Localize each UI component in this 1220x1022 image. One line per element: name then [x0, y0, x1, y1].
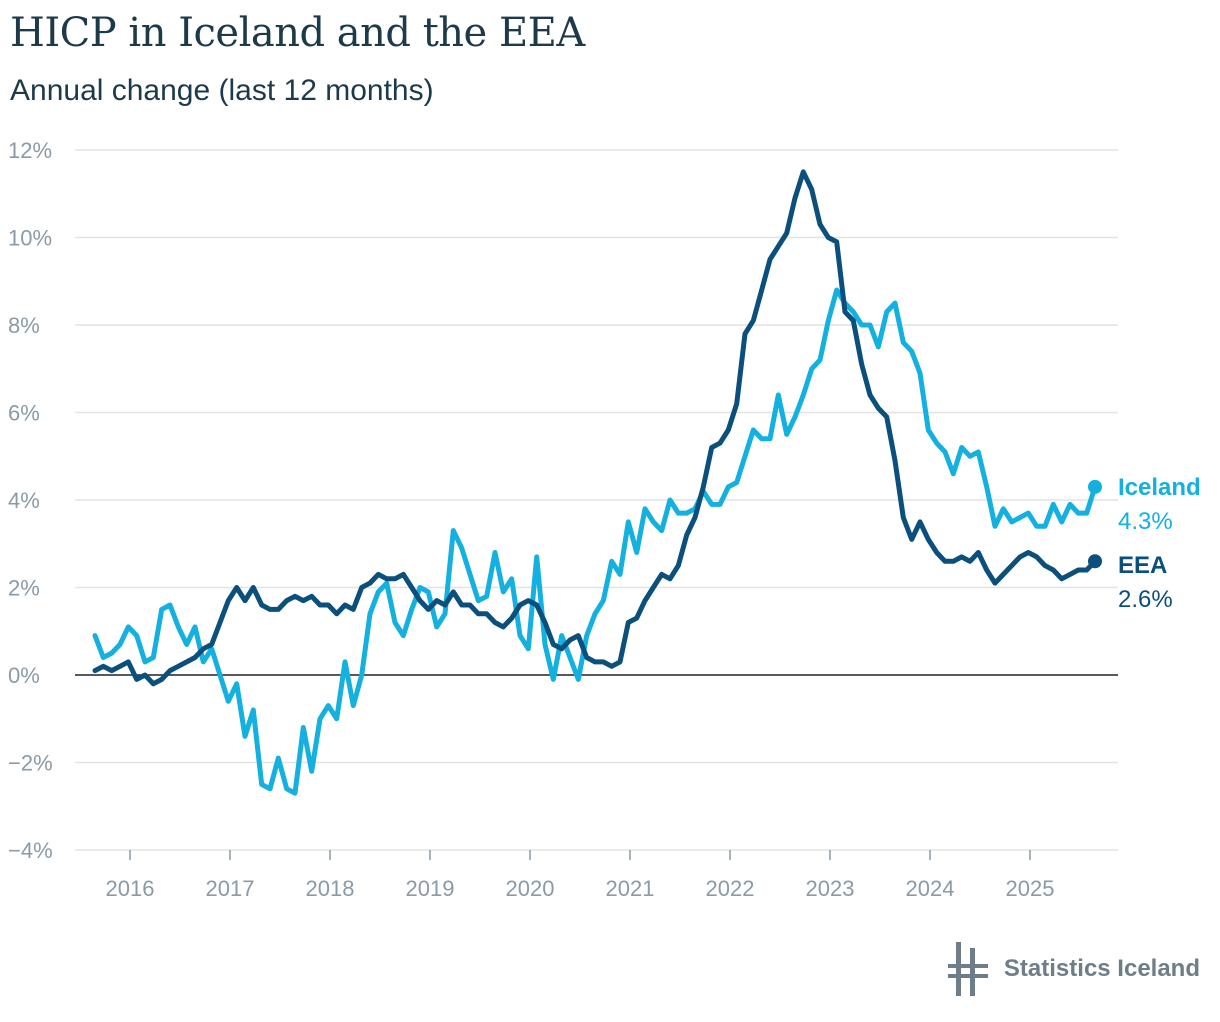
series-name-eea: EEA	[1118, 552, 1167, 579]
y-tick-label: 4%	[8, 488, 40, 513]
series-lines	[92, 169, 1102, 796]
x-tick-label: 2021	[606, 876, 655, 901]
x-tick-label: 2020	[506, 876, 555, 901]
y-tick-label: 12%	[8, 138, 52, 163]
y-tick-label: 8%	[8, 313, 40, 338]
brand-name: Statistics Iceland	[1003, 955, 1200, 982]
x-tick-label: 2025	[1006, 876, 1055, 901]
x-tick-label: 2024	[906, 876, 955, 901]
y-tick-label: 10%	[8, 226, 52, 251]
x-tick-label: 2019	[406, 876, 455, 901]
x-tick-label: 2018	[306, 876, 355, 901]
series-end-labels: Iceland 4.3% EEA 2.6%	[1118, 474, 1201, 613]
x-tick-label: 2023	[806, 876, 855, 901]
series-value-iceland: 4.3%	[1118, 508, 1173, 535]
y-tick-label: −4%	[8, 838, 53, 863]
chart-subtitle: Annual change (last 12 months)	[10, 74, 434, 107]
x-tick-label: 2022	[706, 876, 755, 901]
series-line-eea	[92, 169, 1098, 687]
series-name-iceland: Iceland	[1118, 474, 1201, 501]
y-axis-ticks: −4% −2% 0% 2% 4% 6% 8% 10% 12%	[8, 138, 53, 863]
x-axis-ticks: 2016 2017 2018 2019 2020 2021 2022 2023 2024 2025	[106, 850, 1055, 901]
series-line-iceland	[92, 287, 1098, 796]
series-end-point-eea	[1088, 554, 1102, 569]
y-tick-label: 2%	[8, 576, 40, 601]
statistics-iceland-logo-icon	[947, 942, 988, 996]
y-tick-label: 0%	[8, 663, 40, 688]
y-tick-label: −2%	[8, 751, 53, 776]
x-tick-label: 2017	[206, 876, 255, 901]
x-tick-label: 2016	[106, 876, 155, 901]
chart-title: HICP in Iceland and the EEA	[10, 10, 585, 56]
series-value-eea: 2.6%	[1118, 586, 1173, 613]
y-tick-label: 6%	[8, 401, 40, 426]
series-end-point-iceland	[1088, 479, 1102, 494]
gridlines	[75, 149, 1118, 851]
branding: Statistics Iceland	[947, 942, 1200, 996]
